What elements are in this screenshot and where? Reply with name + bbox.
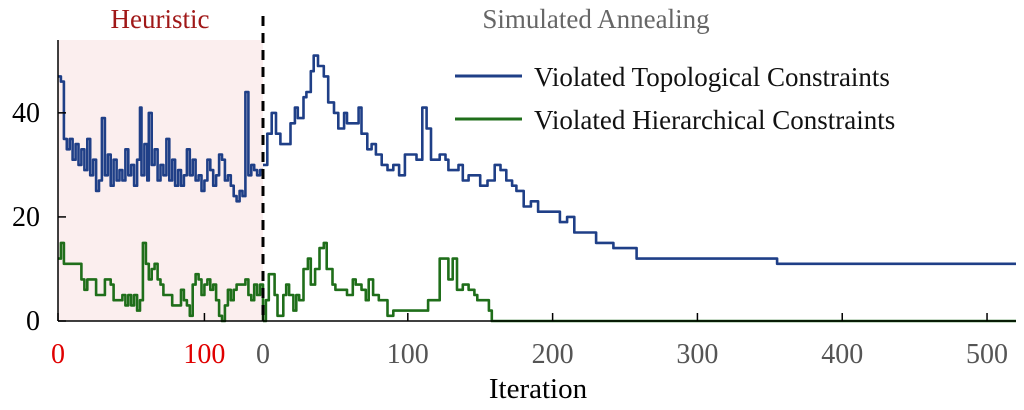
x-tick-label-annealing: 100 (387, 339, 429, 370)
series-line-topological-heuristic (58, 75, 263, 203)
y-tick-label: 0 (26, 306, 40, 337)
x-tick-label-annealing: 0 (256, 339, 270, 370)
plot-area (58, 54, 1016, 323)
x-axis-label: Iteration (489, 373, 588, 405)
legend: Violated Topological Constraints Violate… (455, 62, 895, 135)
heuristic-label: Heuristic (111, 4, 210, 34)
y-tick-label: 40 (12, 98, 40, 129)
x-tick-label-heuristic: 100 (183, 339, 225, 370)
y-tick-label: 20 (12, 202, 40, 233)
x-tick-label-annealing: 400 (821, 339, 863, 370)
x-tick-label-annealing: 300 (676, 339, 718, 370)
legend-label-topological: Violated Topological Constraints (534, 62, 890, 92)
series-line-hierarchical-heuristic (58, 241, 265, 323)
legend-label-hierarchical: Violated Hierarchical Constraints (534, 105, 895, 135)
series-line-topological-annealing (263, 54, 1016, 266)
x-tick-label-heuristic: 0 (51, 339, 65, 370)
series-line-hierarchical-annealing (263, 241, 1016, 323)
annealing-label: Simulated Annealing (482, 4, 709, 34)
x-tick-label-annealing: 200 (532, 339, 574, 370)
x-tick-label-annealing: 500 (966, 339, 1008, 370)
